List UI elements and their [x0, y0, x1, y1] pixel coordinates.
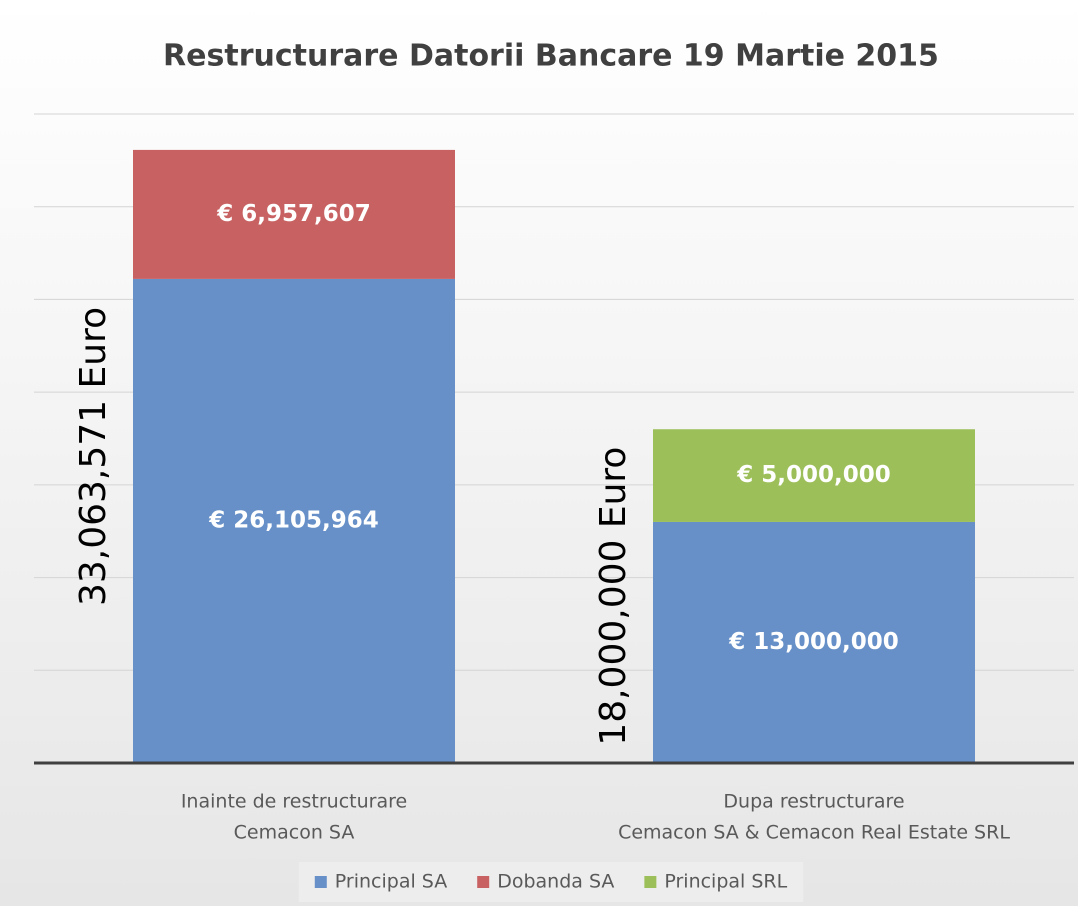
- total-annotation: 18,000,000 Euro: [593, 447, 634, 746]
- x-tick-label: Dupa restructurare: [723, 791, 904, 813]
- data-label: € 6,957,607: [216, 201, 371, 227]
- legend-label: Dobanda SA: [497, 871, 614, 893]
- bar-segment: [653, 521, 975, 763]
- total-annotation: 33,063,571 Euro: [73, 307, 114, 606]
- legend-swatch: [644, 876, 657, 888]
- x-tick-label: Inainte de restructurare: [181, 791, 407, 813]
- bar-segment: [133, 149, 455, 279]
- data-label: € 26,105,964: [208, 507, 379, 533]
- x-tick-label: Cemacon SA & Cemacon Real Estate SRL: [618, 822, 1010, 844]
- data-label: € 5,000,000: [736, 462, 891, 488]
- legend-label: Principal SRL: [664, 871, 787, 893]
- legend-swatch: [314, 876, 327, 888]
- legend: [298, 862, 804, 902]
- legend-swatch: [477, 876, 490, 888]
- legend-label: Principal SA: [335, 871, 447, 893]
- x-tick-label: Cemacon SA: [234, 822, 355, 844]
- bar-segment: [133, 278, 455, 763]
- bar-segment: [653, 429, 975, 522]
- chart-title: Restructurare Datorii Bancare 19 Martie …: [163, 39, 939, 74]
- data-label: € 13,000,000: [728, 629, 899, 655]
